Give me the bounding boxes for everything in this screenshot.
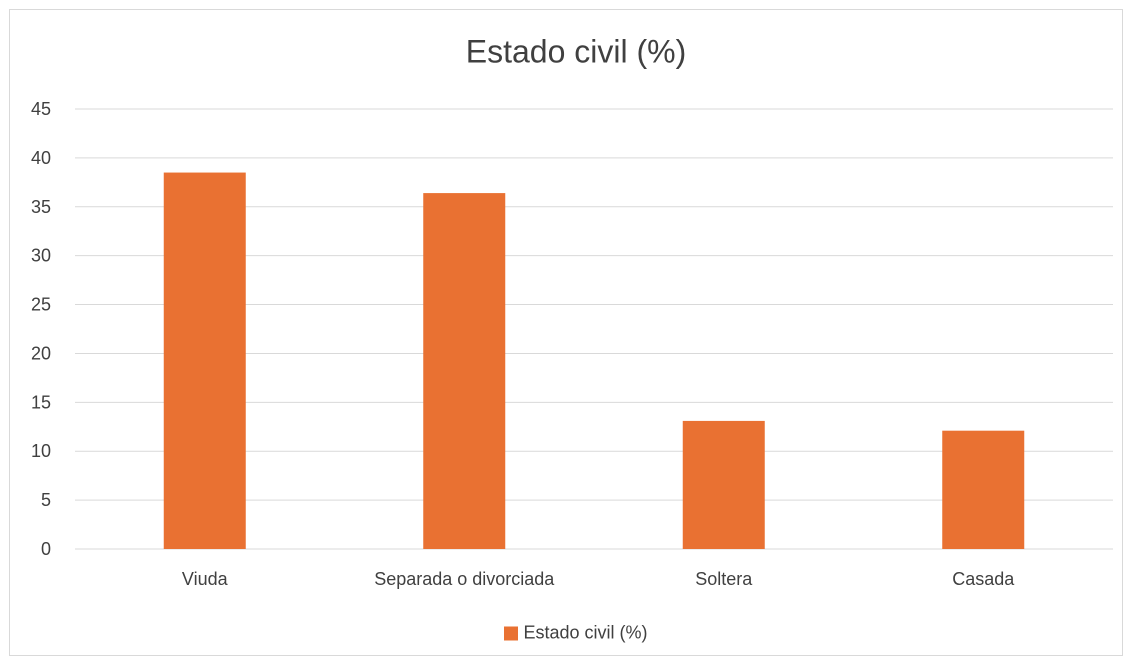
y-axis-tick-labels: 0 5 10 15 20 25 30 35 40 45 xyxy=(31,99,51,559)
legend-label: Estado civil (%) xyxy=(523,622,648,643)
y-tick-label: 15 xyxy=(31,392,51,412)
y-tick-label: 10 xyxy=(31,441,51,461)
x-axis-tick-labels: Viuda Separada o divorciada Soltera Casada xyxy=(182,569,1015,589)
y-tick-label: 20 xyxy=(31,343,51,363)
y-tick-label: 45 xyxy=(31,99,51,119)
y-tick-label: 25 xyxy=(31,295,51,315)
bar-separada-o-divorciada xyxy=(423,193,506,550)
y-tick-label: 0 xyxy=(41,539,51,559)
y-tick-label: 40 xyxy=(31,148,51,168)
bar-casada xyxy=(942,430,1025,549)
x-tick-label: Separada o divorciada xyxy=(374,569,555,589)
chart-title: Estado civil (%) xyxy=(465,33,687,70)
bar-soltera xyxy=(682,420,765,549)
x-tick-label: Soltera xyxy=(695,569,753,589)
bar-viuda xyxy=(163,172,246,550)
y-tick-label: 5 xyxy=(41,490,51,510)
gridlines xyxy=(75,108,1113,550)
y-tick-label: 35 xyxy=(31,197,51,217)
x-tick-label: Casada xyxy=(952,569,1015,589)
x-tick-label: Viuda xyxy=(182,569,229,589)
legend: Estado civil (%) xyxy=(0,623,1132,644)
bars xyxy=(163,172,1025,550)
legend-swatch xyxy=(504,626,519,640)
y-tick-label: 30 xyxy=(31,246,51,266)
